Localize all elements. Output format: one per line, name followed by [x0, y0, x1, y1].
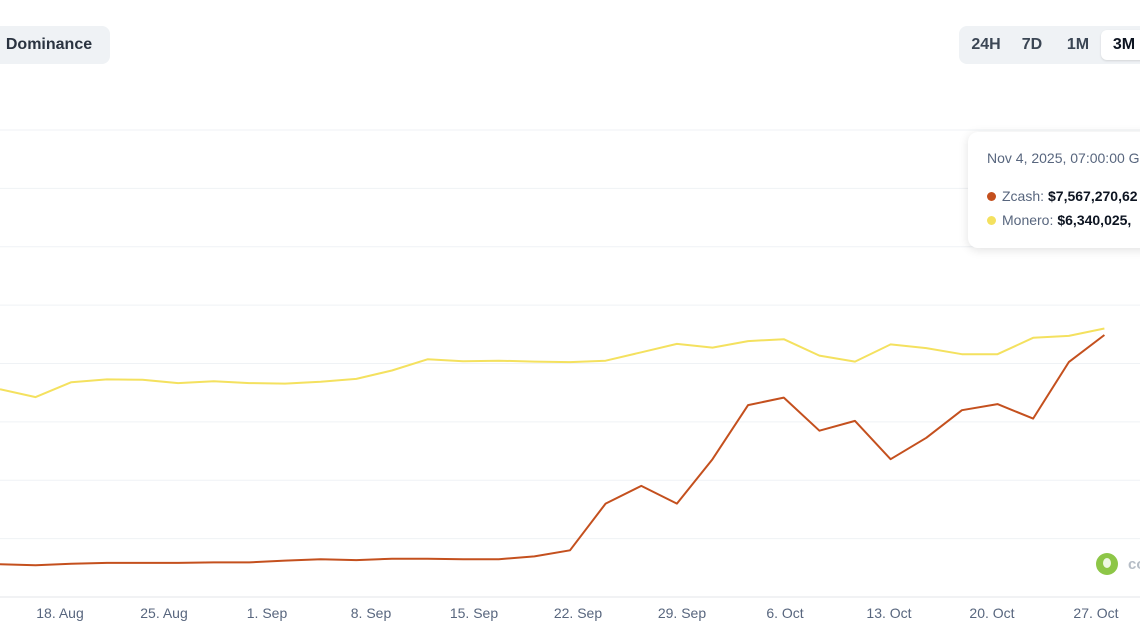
dominance-tab[interactable]: Dominance: [0, 26, 110, 64]
chart-tooltip: Nov 4, 2025, 07:00:00 GMT Zcash: $7,567,…: [968, 132, 1140, 248]
range-7d-button[interactable]: 7D: [1021, 36, 1043, 53]
range-3m-button[interactable]: 3M: [1101, 30, 1140, 60]
range-24h-button[interactable]: 24H: [971, 36, 1001, 53]
zcash-legend-dot: [987, 191, 996, 201]
time-range-selector: 24H 7D 1M 3M: [959, 26, 1140, 64]
x-tick-label: 8. Sep: [351, 605, 392, 621]
x-tick-label: 20. Oct: [969, 605, 1014, 621]
series-line-zcash: [0, 334, 1106, 567]
x-tick-label: 27. Oct: [1073, 605, 1118, 621]
watermark-text: co: [1128, 556, 1140, 573]
series-line-monero: [0, 327, 1105, 399]
tooltip-monero-label: Monero:: [1002, 212, 1054, 228]
x-tick-label: 18. Aug: [36, 605, 84, 621]
x-tick-label: 13. Oct: [866, 605, 911, 621]
chart-series: [0, 327, 1106, 567]
tooltip-zcash-value: $7,567,270,62: [1048, 188, 1138, 204]
range-1m-button[interactable]: 1M: [1066, 36, 1090, 53]
tooltip-date: Nov 4, 2025, 07:00:00 GMT: [987, 150, 1140, 166]
x-axis-labels: 18. Aug 25. Aug 1. Sep 8. Sep 15. Sep 22. Sep…: [36, 605, 1118, 621]
tooltip-row-monero: Monero: $6,340,025,: [987, 212, 1131, 228]
x-tick-label: 6. Oct: [766, 605, 803, 621]
monero-legend-dot: [987, 215, 996, 225]
tooltip-zcash-label: Zcash:: [1002, 188, 1045, 204]
x-tick-label: 1. Sep: [247, 605, 288, 621]
x-tick-label: 29. Sep: [658, 605, 706, 621]
tooltip-row-zcash: Zcash: $7,567,270,62: [987, 188, 1138, 204]
chart-gridlines: [0, 129, 1140, 598]
x-tick-label: 15. Sep: [450, 605, 498, 621]
coingecko-logo-icon: [1096, 553, 1118, 575]
x-tick-label: 22. Sep: [554, 605, 602, 621]
x-tick-label: 25. Aug: [140, 605, 188, 621]
tooltip-monero-value: $6,340,025,: [1057, 212, 1132, 228]
